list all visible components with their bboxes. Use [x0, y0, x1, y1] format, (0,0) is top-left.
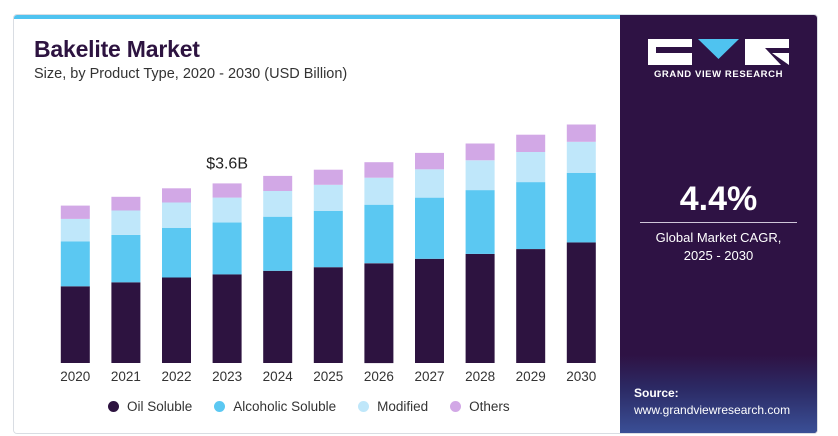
legend-item-alcoholic-soluble: Alcoholic Soluble [214, 399, 336, 414]
legend-label: Modified [377, 399, 429, 414]
x-tick-label: 2026 [364, 369, 394, 384]
grand-view-research-logo [648, 39, 789, 65]
bar-segment-oil-soluble-2030 [566, 242, 596, 363]
chart-legend: Oil Soluble Alcoholic Soluble Modified O… [108, 399, 510, 414]
bar-segment-modified-2026 [364, 177, 394, 205]
bar-segment-others-2029 [516, 134, 546, 152]
x-tick-label: 2025 [313, 369, 343, 384]
bar-segment-oil-soluble-2023 [212, 274, 242, 363]
source-label: Source: [634, 386, 679, 400]
bar-segment-alcoholic-soluble-2025 [313, 210, 343, 268]
bar-segment-others-2027 [415, 152, 444, 170]
bar-segment-others-2030 [566, 124, 596, 142]
bar-segment-others-2026 [364, 162, 394, 178]
infographic-card: Bakelite Market Size, by Product Type, 2… [13, 14, 818, 434]
x-tick-label: 2024 [263, 369, 294, 384]
cagr-label-line1: Global Market CAGR, [655, 230, 782, 245]
top-accent-bar [14, 15, 620, 19]
bar-segment-alcoholic-soluble-2028 [465, 190, 495, 254]
bar-segment-modified-2023 [212, 197, 242, 223]
stacked-bar-chart: 2020 2021 2022 2023 2024 2025 2026 2027 2028 2029… [60, 124, 596, 384]
bar-segment-oil-soluble-2024 [263, 270, 293, 363]
x-tick-label: 2022 [161, 369, 191, 384]
legend-swatch-others [450, 401, 462, 412]
bar-segment-modified-2025 [313, 184, 343, 211]
bar-segment-others-2021 [111, 196, 141, 211]
source-background [620, 355, 817, 433]
legend-label: Oil Soluble [127, 399, 193, 414]
bar-segment-alcoholic-soluble-2030 [566, 172, 596, 243]
legend-swatch-alcoholic-soluble [214, 401, 226, 412]
cagr-label: Global Market CAGR, 2025 - 2030 [620, 229, 817, 265]
x-tick-label: 2021 [111, 369, 141, 384]
bar-segment-alcoholic-soluble-2023 [212, 222, 242, 275]
legend-item-modified: Modified [358, 399, 428, 414]
bar-segment-modified-2027 [415, 169, 444, 198]
bar-segment-modified-2020 [60, 218, 90, 242]
brand-name: GRAND VIEW RESEARCH [653, 69, 784, 80]
bar-segment-modified-2030 [566, 141, 596, 173]
value-annotation: $3.6B [206, 155, 248, 172]
bar-segment-modified-2021 [111, 210, 141, 235]
chart-panel: Bakelite Market Size, by Product Type, 2… [14, 15, 620, 433]
legend-swatch-modified [358, 401, 370, 412]
bar-segment-oil-soluble-2022 [162, 277, 191, 363]
logo-cut-g [656, 47, 692, 53]
chart-title: Bakelite Market [34, 36, 200, 62]
x-tick-label: 2027 [414, 369, 444, 384]
bar-segment-oil-soluble-2021 [111, 282, 141, 363]
bar-segment-oil-soluble-2020 [60, 286, 90, 363]
bar-segment-oil-soluble-2026 [364, 263, 394, 364]
bar-segment-alcoholic-soluble-2026 [364, 204, 394, 264]
bar-segment-oil-soluble-2029 [516, 249, 546, 363]
cagr-divider [640, 222, 797, 223]
logo-chevron-v [698, 39, 739, 59]
cagr-label-line2: 2025 - 2030 [683, 248, 754, 263]
cagr-value: 4.4% [679, 180, 758, 218]
bar-segment-others-2022 [162, 188, 191, 203]
source-link[interactable]: www.grandviewresearch.com [634, 403, 791, 417]
legend-item-oil-soluble: Oil Soluble [108, 399, 192, 414]
bar-segment-alcoholic-soluble-2027 [415, 197, 444, 259]
bar-segment-alcoholic-soluble-2020 [60, 241, 90, 287]
chart-subtitle: Size, by Product Type, 2020 - 2030 (USD … [34, 66, 348, 82]
bar-segment-modified-2024 [263, 191, 293, 217]
bar-segment-oil-soluble-2025 [313, 267, 343, 363]
bar-segment-modified-2029 [516, 152, 546, 183]
legend-swatch-oil-soluble [108, 401, 119, 412]
side-panel: GRAND VIEW RESEARCH 4.4% Global Market C… [620, 15, 817, 433]
bar-segment-modified-2022 [162, 202, 191, 228]
x-tick-label: 2020 [60, 369, 90, 384]
bar-segment-others-2024 [263, 175, 293, 191]
bar-segment-others-2028 [465, 143, 495, 161]
bar-segment-oil-soluble-2028 [465, 253, 495, 363]
legend-label: Others [469, 399, 510, 414]
x-tick-label: 2029 [516, 369, 546, 384]
bar-segment-alcoholic-soluble-2021 [111, 234, 141, 283]
bar-segment-alcoholic-soluble-2022 [162, 227, 191, 278]
x-tick-label: 2023 [212, 369, 242, 384]
bar-segment-alcoholic-soluble-2024 [263, 216, 293, 271]
bar-segment-others-2025 [313, 169, 343, 185]
bar-segment-others-2020 [60, 205, 90, 219]
legend-item-others: Others [450, 399, 510, 414]
bar-segment-oil-soluble-2027 [415, 258, 444, 363]
bar-segment-alcoholic-soluble-2029 [516, 182, 546, 249]
x-tick-label: 2028 [465, 369, 495, 384]
logo-cut-r [765, 48, 789, 65]
bar-segment-modified-2028 [465, 160, 495, 191]
legend-label: Alcoholic Soluble [233, 399, 337, 414]
x-tick-label: 2030 [566, 369, 596, 384]
bar-segment-others-2023 [212, 183, 242, 198]
